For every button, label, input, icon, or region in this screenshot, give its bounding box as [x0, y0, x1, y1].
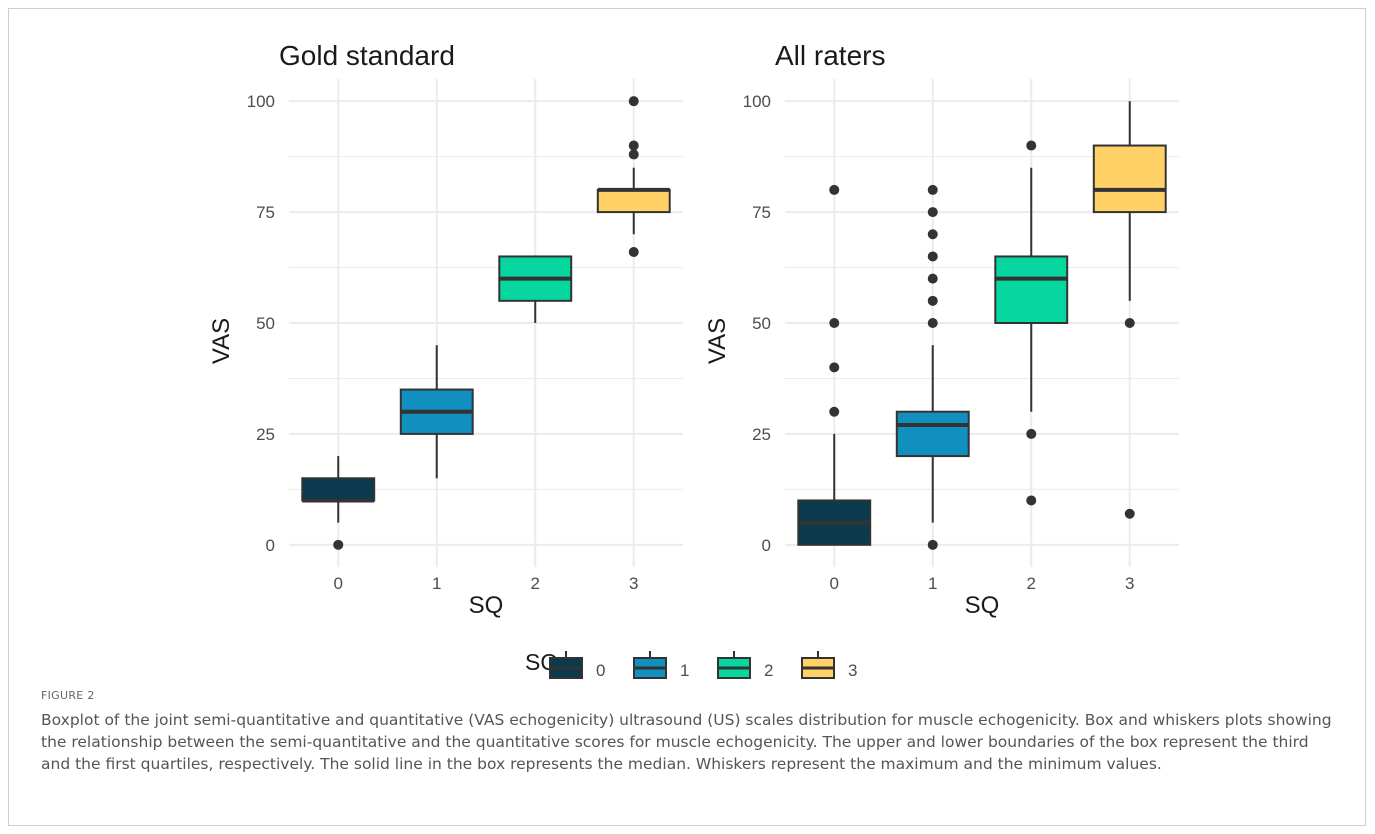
outlier-point [1124, 508, 1135, 519]
outlier-point [829, 318, 840, 328]
box-sq-3 [596, 96, 671, 258]
legend-entry-label: 0 [596, 661, 605, 679]
box-sq-2 [994, 140, 1069, 506]
panel-title: Gold standard [279, 40, 455, 71]
x-tick-label: 3 [629, 574, 638, 593]
legend-key-sq-1 [633, 651, 667, 679]
legend-key-sq-0 [549, 651, 583, 679]
legend-key-sq-3 [801, 651, 835, 679]
outlier-point [1026, 140, 1037, 151]
legend-entry-label: 1 [680, 661, 689, 679]
outlier-point [927, 251, 938, 262]
y-tick-label: 75 [256, 203, 275, 222]
y-tick-label: 75 [752, 203, 771, 222]
box-sq-2 [498, 255, 573, 323]
legend-key-sq-2 [717, 651, 751, 679]
box-sq-1 [399, 345, 474, 479]
outlier-point [927, 184, 938, 195]
y-tick-label: 50 [752, 314, 771, 333]
box-sq-0 [301, 456, 376, 550]
box-iqr [1092, 144, 1167, 214]
box-sq-1 [895, 184, 970, 550]
outlier-point [1026, 495, 1037, 506]
y-tick-label: 100 [743, 92, 771, 111]
x-tick-label: 2 [1027, 574, 1036, 593]
outlier-point [927, 207, 938, 218]
outlier-point [628, 247, 639, 258]
y-axis-label: VAS [704, 318, 731, 364]
outlier-point [628, 140, 639, 151]
y-tick-label: 25 [256, 425, 275, 444]
outlier-point [628, 149, 639, 160]
panel-gold-standard: 0 25 50 75 100 0 1 2 3 Gold standard SQ VAS [208, 40, 683, 619]
x-tick-label: 1 [928, 574, 937, 593]
box-sq-0 [797, 184, 872, 546]
x-tick-label: 3 [1125, 574, 1134, 593]
y-tick-label: 25 [752, 425, 771, 444]
outlier-point [927, 273, 938, 284]
y-tick-label: 50 [256, 314, 275, 333]
box-sq-3 [1092, 101, 1167, 519]
outlier-point [1124, 318, 1135, 328]
y-tick-label: 100 [247, 92, 275, 111]
outlier-point [829, 362, 840, 373]
y-tick-label: 0 [762, 536, 771, 555]
outlier-point [927, 539, 938, 550]
x-axis-label: SQ [965, 592, 1000, 619]
outlier-point [927, 229, 938, 240]
outlier-point [1026, 428, 1037, 439]
figure-caption: Boxplot of the joint semi-quantitative a… [41, 711, 1332, 773]
outlier-point [333, 539, 344, 550]
figure: 0 25 50 75 100 0 1 2 3 Gold standard SQ VAS 0 25 50 75 1… [8, 8, 1366, 826]
legend-entry-label: 2 [764, 661, 773, 679]
legend: SQ 0 1 2 3 [525, 649, 857, 679]
outlier-point [927, 295, 938, 306]
panel-all-raters: 0 25 50 75 100 0 1 2 3 All raters SQ VAS [704, 40, 1179, 619]
outlier-point [927, 318, 938, 328]
x-tick-label: 0 [830, 574, 839, 593]
box-iqr [301, 477, 376, 502]
x-axis-label: SQ [469, 592, 504, 619]
outlier-point [829, 406, 840, 417]
outlier-point [628, 96, 639, 107]
x-tick-label: 0 [334, 574, 343, 593]
legend-entry-label: 3 [848, 661, 857, 679]
box-iqr [596, 188, 671, 214]
x-tick-label: 1 [432, 574, 441, 593]
outlier-point [829, 184, 840, 195]
box-iqr [895, 410, 970, 458]
panel-title: All raters [775, 40, 885, 71]
figure-label: FIGURE 2 [41, 689, 95, 702]
y-axis-label: VAS [208, 318, 235, 364]
y-tick-label: 0 [266, 536, 275, 555]
box-iqr [994, 255, 1069, 324]
x-tick-label: 2 [531, 574, 540, 593]
